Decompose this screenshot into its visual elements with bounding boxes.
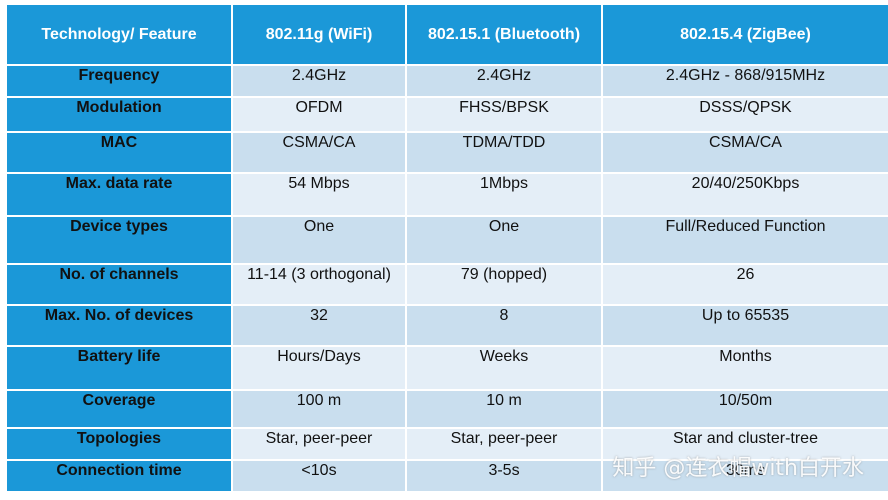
row-label: Topologies [7, 429, 231, 459]
header-cell: Technology/ Feature [7, 5, 231, 64]
table-cell: 2.4GHz - 868/915MHz [603, 66, 888, 96]
row-label: Connection time [7, 461, 231, 491]
table-cell: FHSS/BPSK [407, 98, 601, 131]
table-cell: 10 m [407, 391, 601, 427]
table-cell: 32 [233, 306, 405, 345]
table-cell: Star, peer-peer [407, 429, 601, 459]
table-cell: 79 (hopped) [407, 265, 601, 304]
row-label: Max. data rate [7, 174, 231, 215]
table-cell: One [233, 217, 405, 263]
table-cell: 26 [603, 265, 888, 304]
header-cell: 802.11g (WiFi) [233, 5, 405, 64]
header-cell: 802.15.4 (ZigBee) [603, 5, 888, 64]
table-row: Coverage 100 m 10 m 10/50m [7, 391, 888, 427]
row-label: Frequency [7, 66, 231, 96]
table-row: MAC CSMA/CA TDMA/TDD CSMA/CA [7, 133, 888, 172]
row-label: Modulation [7, 98, 231, 131]
table-cell: 3-5s [407, 461, 601, 491]
table-cell: 10/50m [603, 391, 888, 427]
table-cell: 30ms [603, 461, 888, 491]
table-cell: Up to 65535 [603, 306, 888, 345]
table-cell: Star and cluster-tree [603, 429, 888, 459]
row-label: MAC [7, 133, 231, 172]
header-row: Technology/ Feature 802.11g (WiFi) 802.1… [7, 5, 888, 64]
table-row: Connection time <10s 3-5s 30ms [7, 461, 888, 491]
table-cell: 8 [407, 306, 601, 345]
table-cell: 54 Mbps [233, 174, 405, 215]
table-cell: <10s [233, 461, 405, 491]
table-cell: Weeks [407, 347, 601, 389]
table-cell: OFDM [233, 98, 405, 131]
table-cell: 20/40/250Kbps [603, 174, 888, 215]
table-row: Device types One One Full/Reduced Functi… [7, 217, 888, 263]
table-cell: 100 m [233, 391, 405, 427]
table-cell: CSMA/CA [603, 133, 888, 172]
table-cell: CSMA/CA [233, 133, 405, 172]
table-cell: Star, peer-peer [233, 429, 405, 459]
table-cell: TDMA/TDD [407, 133, 601, 172]
table-cell: Months [603, 347, 888, 389]
table-cell: DSSS/QPSK [603, 98, 888, 131]
table-cell: 2.4GHz [233, 66, 405, 96]
table-cell: Full/Reduced Function [603, 217, 888, 263]
table-row: Battery life Hours/Days Weeks Months [7, 347, 888, 389]
row-label: Max. No. of devices [7, 306, 231, 345]
row-label: Device types [7, 217, 231, 263]
comparison-table: Technology/ Feature 802.11g (WiFi) 802.1… [5, 3, 888, 493]
table-row: Max. data rate 54 Mbps 1Mbps 20/40/250Kb… [7, 174, 888, 215]
table-cell: 1Mbps [407, 174, 601, 215]
table-cell: One [407, 217, 601, 263]
row-label: Coverage [7, 391, 231, 427]
table-row: Frequency 2.4GHz 2.4GHz 2.4GHz - 868/915… [7, 66, 888, 96]
table-row: Topologies Star, peer-peer Star, peer-pe… [7, 429, 888, 459]
table-cell: 2.4GHz [407, 66, 601, 96]
table-cell: 11-14 (3 orthogonal) [233, 265, 405, 304]
row-label: Battery life [7, 347, 231, 389]
table-row: Max. No. of devices 32 8 Up to 65535 [7, 306, 888, 345]
table-cell: Hours/Days [233, 347, 405, 389]
watermark: 知乎 @连衣帽with白开水 [612, 456, 864, 481]
table-row: No. of channels 11-14 (3 orthogonal) 79 … [7, 265, 888, 304]
table-row: Modulation OFDM FHSS/BPSK DSSS/QPSK [7, 98, 888, 131]
header-cell: 802.15.1 (Bluetooth) [407, 5, 601, 64]
row-label: No. of channels [7, 265, 231, 304]
